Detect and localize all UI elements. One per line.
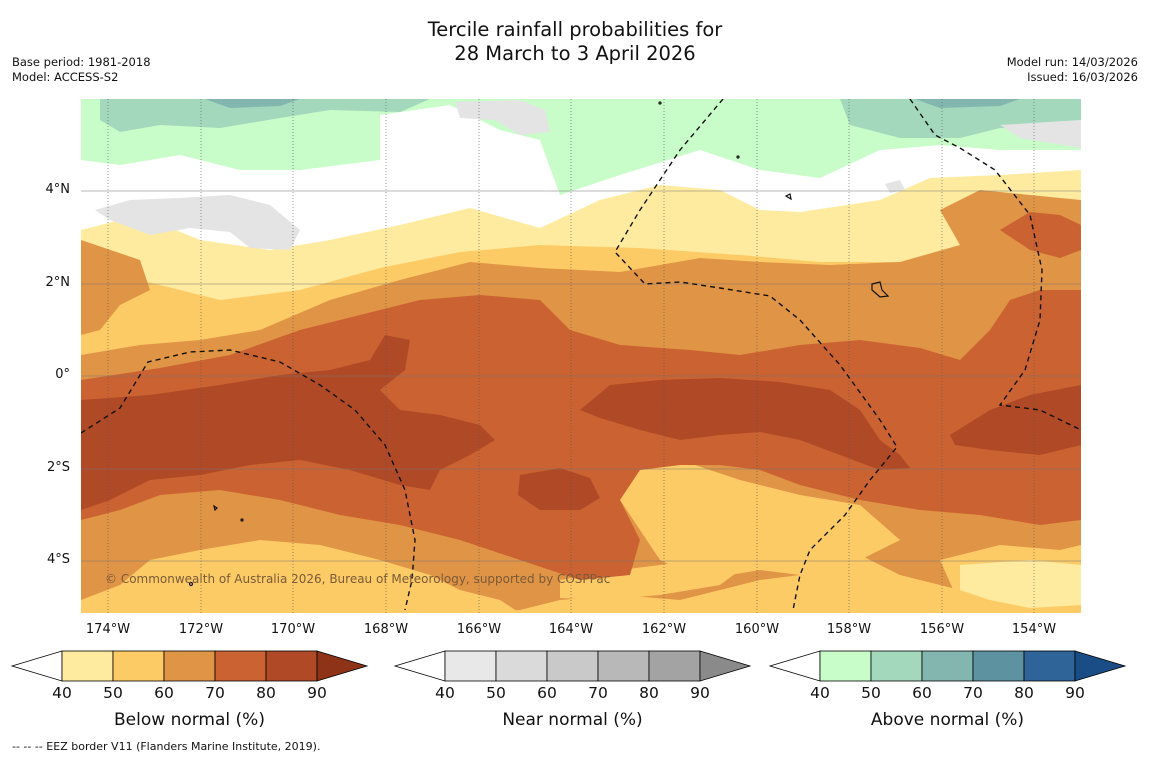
longitude-label: 164°W [548,622,594,637]
above-colorbar-min-extend [768,650,821,682]
above-colorbar-segment [921,650,974,682]
copyright-note: © Commonwealth of Australia 2026, Bureau… [105,572,611,586]
near-colorbar-segment [648,650,701,682]
longitude-label: 158°W [826,622,872,637]
above-colorbar-segment [870,650,923,682]
map-title: Tercile rainfall probabilities for 28 Ma… [0,18,1150,66]
fill-below-80-central [580,378,910,470]
fill-above-60-west [100,99,430,132]
meta-right: Model run: 14/03/2026 Issued: 16/03/2026 [1007,55,1138,85]
above-colorbar-max-extend [1074,650,1127,682]
below-colorbar-tick: 60 [154,684,174,702]
below-colorbar-min-extend [10,650,63,682]
fill-above-70-east [915,99,1020,108]
longitude-label: 156°W [919,622,965,637]
colorbar-group [10,650,1127,682]
near-colorbar-tick: 90 [690,684,710,702]
longitude-label: 172°W [178,622,224,637]
fill-below-70-northeast [1000,212,1081,258]
below-colorbar-segment [112,650,165,682]
below-colorbar-segment [61,650,114,682]
fill-below-60-westedge [81,240,150,335]
above-colorbar-tick: 40 [810,684,830,702]
latitude-label: 4°S [46,552,70,567]
fill-above-50 [81,99,1081,195]
issued-date: Issued: 16/03/2026 [1027,70,1138,84]
model-name: Model: ACCESS-S2 [12,70,119,84]
below-colorbar-segment [214,650,267,682]
below-colorbar-tick: 90 [307,684,327,702]
longitude-label: 154°W [1011,622,1057,637]
above-colorbar-tick: 90 [1065,684,1085,702]
model-run: Model run: 14/03/2026 [1006,55,1138,69]
near-colorbar-max-extend [699,650,752,682]
parallel-lines [81,190,1081,562]
below-colorbar-tick: 80 [256,684,276,702]
near-colorbar-title: Near normal (%) [502,710,643,730]
near-colorbar-segment [444,650,497,682]
near-colorbar-tick: 50 [486,684,506,702]
fill-below-70 [81,290,1081,580]
above-colorbar-segment [1023,650,1076,682]
near-colorbar-segment [597,650,650,682]
meta-left: Base period: 1981-2018 Model: ACCESS-S2 [12,55,151,85]
latitude-label: 2°N [45,275,71,290]
longitude-label: 162°W [641,622,687,637]
below-colorbar-tick: 40 [52,684,72,702]
fill-below-50-south [81,540,520,613]
island-outlines [188,101,890,587]
map-fill-layers [81,99,1081,613]
title-line-1: Tercile rainfall probabilities for [427,18,723,41]
eez-footnote: -- -- -- EEZ border V11 (Flanders Marine… [12,740,321,753]
above-colorbar-tick: 70 [963,684,983,702]
fill-near-40-west [95,195,300,250]
longitude-label: 174°W [85,622,131,637]
above-colorbar-tick: 60 [912,684,932,702]
longitude-label: 166°W [456,622,502,637]
above-colorbar-tick: 50 [861,684,881,702]
fill-near-40-small [885,180,905,193]
longitude-label: 160°W [734,622,780,637]
fill-below-50-south2 [560,560,740,600]
above-colorbar-title: Above normal (%) [870,710,1025,730]
fill-below-80-east [950,385,1081,455]
eez-borders [81,99,1081,611]
fill-above-70-west [205,99,300,108]
below-colorbar-segment [265,650,318,682]
below-colorbar-tick: 70 [205,684,225,702]
longitude-label: 170°W [270,622,316,637]
fill-near-40-east [1000,120,1081,148]
below-colorbar-max-extend [316,650,369,682]
near-colorbar-tick: 70 [588,684,608,702]
fill-below-80-west [81,335,495,510]
near-colorbar-tick: 60 [537,684,557,702]
near-colorbar-tick: 40 [435,684,455,702]
near-colorbar-min-extend [393,650,446,682]
base-period: Base period: 1981-2018 [12,55,151,69]
near-colorbar-segment [495,650,548,682]
above-colorbar-tick: 80 [1014,684,1034,702]
below-colorbar-tick: 50 [103,684,123,702]
above-colorbar-segment [972,650,1025,682]
near-colorbar-tick: 80 [639,684,659,702]
longitude-label: 168°W [363,622,409,637]
latitude-label: 2°S [46,460,70,475]
below-colorbar-segment [163,650,216,682]
fill-below-80-south [518,468,600,510]
above-colorbar-segment [819,650,872,682]
fill-below-40-southeast [960,560,1081,608]
latitude-label: 4°N [45,182,71,197]
title-line-2: 28 March to 3 April 2026 [454,42,696,65]
fill-below-50-southcentral [620,460,900,580]
near-colorbar-segment [546,650,599,682]
latitude-label: 0° [55,367,70,382]
below-colorbar-title: Below normal (%) [114,710,265,730]
